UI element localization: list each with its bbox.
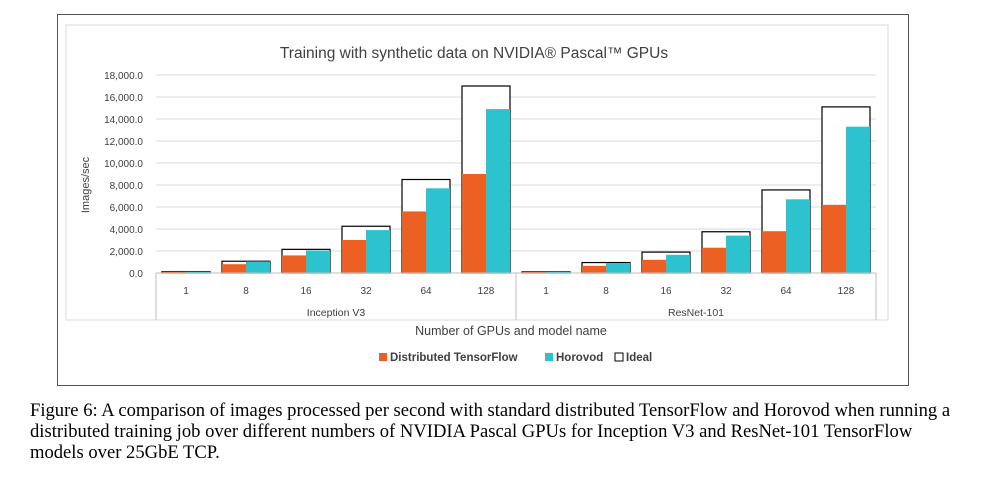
figure-caption: Figure 6: A comparison of images process… (30, 400, 951, 463)
legend-swatch-ideal (614, 352, 624, 362)
x-tick-label: 1 (183, 286, 189, 297)
legend-swatch-horovod (545, 353, 553, 361)
horovod-bar (366, 230, 390, 273)
horovod-bar (486, 109, 510, 273)
x-tick-label: 64 (780, 286, 792, 297)
x-tick-label: 128 (478, 286, 495, 297)
y-tick-label: 4,000.0 (110, 225, 144, 236)
chart-area-border (65, 24, 889, 321)
y-tick-labels: 0.0 2,000.0 4,000.0 6,000.0 8,000.0 10,000.0 1… (104, 71, 143, 280)
group-label: Inception V3 (307, 307, 366, 319)
x-tick-label: 1 (543, 286, 549, 297)
distributed-tensorflow-bar (582, 265, 606, 273)
horovod-bar (786, 199, 810, 273)
gridlines (156, 74, 876, 252)
distributed-tensorflow-bar (702, 247, 726, 273)
horovod-bar (846, 126, 870, 273)
horovod-bar (726, 235, 750, 273)
y-tick-label: 14,000.0 (104, 115, 143, 126)
group-label: ResNet-101 (668, 307, 724, 319)
y-tick-label: 10,000.0 (104, 159, 143, 170)
distributed-tensorflow-bar (402, 211, 426, 273)
distributed-tensorflow-bar (162, 271, 186, 273)
x-axis: 1 8 16 32 64 128 Inception V3 1 8 16 32 64 128 ResNet… (155, 272, 877, 320)
y-tick-label: 18,000.0 (104, 71, 143, 82)
legend-label-horovod: Horovod (556, 352, 603, 364)
horovod-bar (666, 254, 690, 273)
horovod-bar (186, 271, 210, 273)
distributed-tensorflow-bar (282, 255, 306, 273)
horovod-bar (246, 261, 270, 273)
chart-title: Training with synthetic data on NVIDIA® … (280, 45, 668, 62)
distributed-tensorflow-bar (342, 240, 366, 273)
x-tick-label: 128 (838, 286, 855, 297)
legend: Distributed TensorFlow Horovod Ideal (379, 352, 652, 364)
distributed-tensorflow-bar (462, 174, 486, 273)
x-tick-label: 16 (300, 286, 312, 297)
y-tick-label: 16,000.0 (104, 93, 143, 104)
horovod-bar (606, 263, 630, 273)
distributed-tensorflow-bar (522, 271, 546, 273)
legend-label-ideal: Ideal (626, 352, 652, 364)
distributed-tensorflow-bar (642, 259, 666, 273)
bars (161, 85, 871, 274)
distributed-tensorflow-bar (822, 204, 846, 273)
figure-frame: Training with synthetic data on NVIDIA® … (57, 14, 909, 386)
y-axis-label: Images/sec (80, 156, 92, 213)
y-tick-label: 6,000.0 (110, 203, 144, 214)
horovod-bar (306, 250, 330, 273)
x-tick-label: 64 (420, 286, 432, 297)
x-tick-label: 16 (660, 286, 672, 297)
bar-chart: Training with synthetic data on NVIDIA® … (65, 24, 889, 364)
x-tick-label: 8 (603, 286, 609, 297)
horovod-bar (426, 188, 450, 273)
distributed-tensorflow-bar (222, 264, 246, 273)
x-tick-label: 32 (360, 286, 372, 297)
legend-label-distributed-tensorflow: Distributed TensorFlow (390, 352, 518, 364)
horovod-bar (546, 271, 570, 273)
y-tick-label: 0.0 (129, 269, 143, 280)
y-tick-label: 12,000.0 (104, 137, 143, 148)
x-tick-label: 8 (243, 286, 249, 297)
x-axis-label: Number of GPUs and model name (415, 324, 607, 338)
x-tick-label: 32 (720, 286, 732, 297)
y-tick-label: 2,000.0 (110, 247, 144, 258)
legend-swatch-distributed-tensorflow (379, 353, 387, 361)
distributed-tensorflow-bar (762, 231, 786, 273)
y-tick-label: 8,000.0 (110, 181, 144, 192)
